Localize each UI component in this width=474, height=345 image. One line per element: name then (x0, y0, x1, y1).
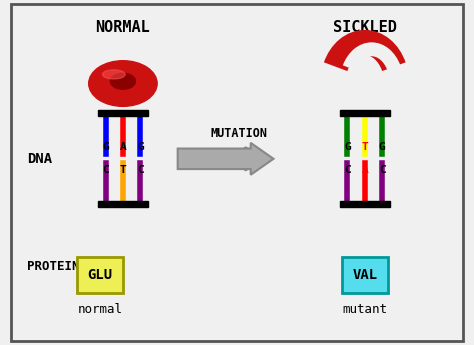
Text: VAL: VAL (352, 268, 377, 282)
FancyBboxPatch shape (340, 110, 390, 116)
Text: GLU: GLU (88, 268, 113, 282)
Text: A: A (119, 142, 126, 152)
Text: DNA: DNA (27, 152, 52, 166)
FancyBboxPatch shape (77, 257, 123, 293)
Text: NORMAL: NORMAL (96, 20, 150, 34)
Text: C: C (102, 165, 109, 175)
Ellipse shape (89, 61, 157, 106)
FancyBboxPatch shape (11, 4, 463, 341)
Ellipse shape (110, 73, 136, 89)
Text: C: C (344, 165, 351, 175)
FancyBboxPatch shape (98, 201, 148, 207)
Text: normal: normal (78, 303, 123, 316)
FancyBboxPatch shape (98, 110, 148, 116)
Text: G: G (102, 142, 109, 152)
Text: MUTATION: MUTATION (211, 127, 268, 140)
Text: PROTEIN: PROTEIN (27, 259, 80, 273)
FancyBboxPatch shape (340, 201, 390, 207)
Text: SICKLED: SICKLED (333, 20, 397, 34)
FancyBboxPatch shape (342, 257, 388, 293)
Text: G: G (379, 142, 385, 152)
Text: C: C (379, 165, 385, 175)
Text: G: G (137, 142, 144, 152)
FancyArrow shape (178, 143, 273, 175)
Text: A: A (361, 165, 368, 175)
Text: C: C (137, 165, 144, 175)
Text: T: T (361, 142, 368, 152)
Text: mutant: mutant (342, 303, 387, 316)
Ellipse shape (102, 70, 125, 79)
Text: G: G (344, 142, 351, 152)
Text: T: T (119, 165, 126, 175)
